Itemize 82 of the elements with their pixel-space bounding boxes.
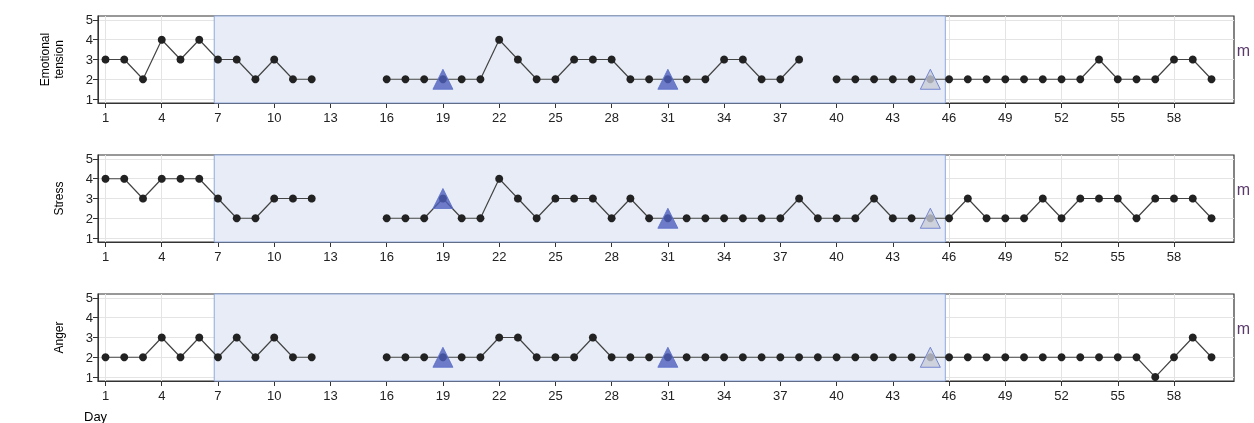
y-tick-label: 1	[85, 91, 93, 107]
x-tick-label: 40	[829, 388, 844, 403]
x-tick-label: 7	[214, 110, 222, 125]
y-tick-label: 4	[85, 171, 93, 187]
x-tick-label: 46	[941, 249, 957, 264]
x-tick-label: 10	[266, 249, 282, 264]
x-tick-label: 4	[158, 110, 166, 125]
x-tick-label: 46	[941, 110, 957, 125]
x-tick-label: 13	[323, 249, 338, 264]
x-tick-label: 43	[885, 249, 901, 264]
x-tick-label: 40	[829, 110, 844, 125]
x-tick-label: 10	[266, 388, 282, 403]
x-tick-label: 58	[1166, 388, 1182, 403]
y-tick-label: 2	[85, 210, 93, 226]
x-tick-label: 52	[1054, 249, 1069, 264]
y-tick-label: 5	[85, 151, 93, 167]
x-tick-label: 34	[716, 110, 732, 125]
x-tick-label: 19	[435, 388, 451, 403]
x-tick-label: 22	[491, 249, 507, 264]
x-tick-label: 40	[829, 249, 844, 264]
y-tick-label: 2	[85, 349, 93, 365]
x-tick-label: 13	[323, 388, 338, 403]
x-tick-label: 52	[1054, 388, 1069, 403]
x-tick-label: 34	[716, 249, 732, 264]
y-axis-title: Emotional tension	[38, 32, 66, 87]
y-tick-label: 2	[85, 71, 93, 87]
x-tick-label: 25	[548, 249, 563, 264]
x-tick-label: 16	[379, 110, 394, 125]
x-tick-label: 58	[1166, 249, 1182, 264]
x-tick-label: 25	[548, 388, 563, 403]
text: m	[1236, 319, 1250, 337]
y-tick-label: 3	[85, 330, 93, 345]
x-tick-label: 55	[1110, 110, 1126, 125]
x-tick-label: 4	[158, 388, 166, 403]
x-tick-label: 19	[435, 249, 451, 264]
y-tick-label: 3	[85, 191, 93, 206]
x-tick-label: 16	[379, 249, 394, 264]
x-tick-label: 37	[773, 388, 788, 403]
x-tick-label: 55	[1110, 249, 1126, 264]
x-tick-label: 31	[660, 388, 676, 403]
x-tick-label: 43	[885, 388, 901, 403]
x-axis-title: Day	[84, 409, 108, 423]
x-tick-label: 52	[1054, 110, 1069, 125]
x-tick-label: 19	[435, 110, 451, 125]
text: m	[1236, 41, 1250, 59]
x-tick-label: 7	[214, 249, 222, 264]
x-tick-label: 1	[101, 388, 110, 403]
x-tick-label: 37	[773, 249, 788, 264]
x-tick-label: 49	[998, 388, 1013, 403]
y-tick-label: 1	[85, 369, 93, 385]
x-tick-label: 13	[323, 110, 338, 125]
x-tick-label: 49	[998, 110, 1013, 125]
text: m	[1236, 180, 1250, 198]
x-tick-label: 28	[604, 388, 619, 403]
x-tick-label: 37	[773, 110, 788, 125]
x-tick-label: 31	[660, 110, 676, 125]
x-tick-label: 22	[491, 110, 507, 125]
x-tick-label: 16	[379, 388, 394, 403]
x-tick-label: 43	[885, 110, 901, 125]
x-tick-label: 1	[101, 110, 110, 125]
x-tick-label: 10	[266, 110, 282, 125]
x-tick-label: 4	[158, 249, 166, 264]
x-tick-label: 31	[660, 249, 676, 264]
x-tick-label: 34	[716, 388, 732, 403]
x-tick-label: 22	[491, 388, 507, 403]
y-tick-label: 4	[85, 310, 93, 326]
y-tick-label: 4	[85, 32, 93, 48]
y-tick-label: 1	[85, 230, 93, 246]
y-tick-label: 5	[85, 290, 93, 306]
x-tick-label: 49	[998, 249, 1013, 264]
y-tick-label: 3	[85, 52, 93, 67]
x-tick-label: 46	[941, 388, 957, 403]
y-tick-label: 5	[85, 12, 93, 28]
y-axis-title: Anger	[52, 321, 66, 354]
x-tick-label: 58	[1166, 110, 1182, 125]
x-tick-label: 55	[1110, 388, 1126, 403]
x-tick-label: 25	[548, 110, 563, 125]
y-axis-title: Stress	[52, 181, 66, 216]
x-tick-label: 1	[101, 249, 110, 264]
x-tick-label: 7	[214, 388, 222, 403]
x-tick-label: 28	[604, 110, 619, 125]
x-tick-label: 28	[604, 249, 619, 264]
